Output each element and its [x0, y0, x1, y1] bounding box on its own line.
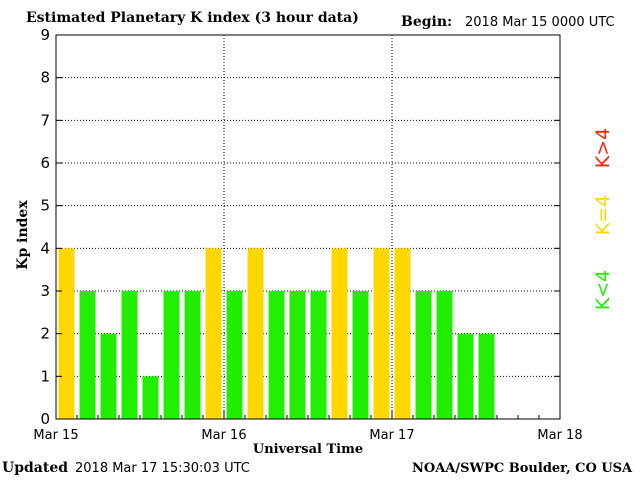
x-tick-label-2: Mar 17 — [369, 428, 414, 443]
kp-bar-17 — [415, 291, 432, 419]
y-tick-label-0: 0 — [40, 410, 50, 428]
legend-low: K<4 — [592, 270, 614, 310]
y-tick-label-5: 5 — [40, 197, 50, 215]
y-tick-label-1: 1 — [40, 367, 50, 385]
y-tick-label-6: 6 — [40, 154, 50, 172]
kp-bar-11 — [289, 291, 306, 419]
kp-bar-15 — [373, 248, 390, 419]
begin-date: 2018 Mar 15 0000 UTC — [465, 15, 615, 30]
y-tick-label-8: 8 — [40, 69, 50, 87]
chart-title: Estimated Planetary K index (3 hour data… — [26, 10, 359, 26]
kp-bar-7 — [205, 248, 222, 419]
source-credit: NOAA/SWPC Boulder, CO USA — [412, 461, 633, 476]
kp-bar-14 — [352, 291, 369, 419]
kp-bar-8 — [226, 291, 243, 419]
x-tick-label-3: Mar 18 — [537, 428, 582, 443]
y-tick-label-4: 4 — [40, 239, 50, 257]
kp-bar-9 — [247, 248, 264, 419]
kp-bar-1 — [79, 291, 96, 419]
begin-label: Begin: — [401, 14, 453, 30]
x-tick-label-0: Mar 15 — [33, 428, 78, 443]
kp-bar-12 — [310, 291, 327, 419]
x-axis-label: Universal Time — [253, 442, 363, 457]
kp-bar-13 — [331, 248, 348, 419]
kp-bar-3 — [121, 291, 138, 419]
kp-bar-16 — [394, 248, 411, 419]
kp-bar-18 — [436, 291, 453, 419]
kp-bar-2 — [100, 333, 117, 419]
kp-bar-4 — [142, 376, 159, 419]
kp-bar-10 — [268, 291, 285, 419]
y-tick-label-3: 3 — [40, 282, 50, 300]
kp-bar-5 — [163, 291, 180, 419]
y-tick-label-9: 9 — [40, 26, 50, 44]
kp-bar-6 — [184, 291, 201, 419]
updated-timestamp: 2018 Mar 17 15:30:03 UTC — [75, 461, 250, 476]
x-tick-label-1: Mar 16 — [201, 428, 246, 443]
updated-label: Updated — [2, 460, 69, 476]
y-axis-label: Kp index — [15, 200, 31, 270]
y-tick-label-2: 2 — [40, 325, 50, 343]
legend-equal: K=4 — [592, 195, 614, 235]
legend-high: K>4 — [592, 128, 614, 168]
y-tick-label-7: 7 — [40, 111, 50, 129]
kp-bar-19 — [457, 333, 474, 419]
kp-bar-0 — [58, 248, 75, 419]
kp-bar-20 — [478, 333, 495, 419]
